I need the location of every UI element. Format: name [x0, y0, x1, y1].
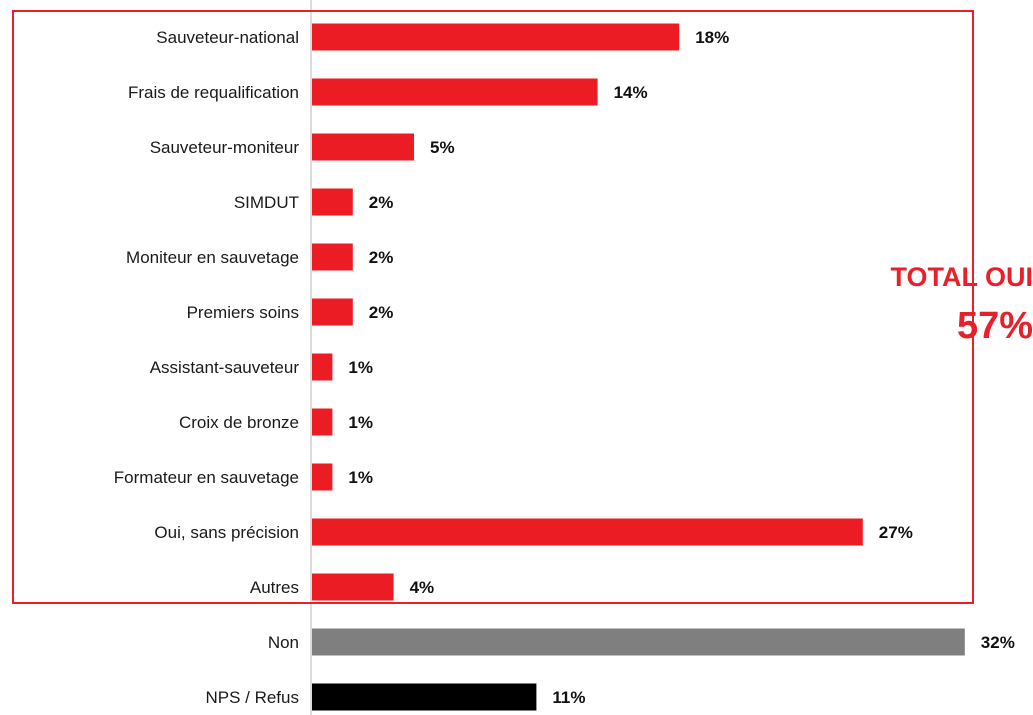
bar-formateur-en-sauvetage [312, 463, 333, 491]
category-label-oui-sans-precision: Oui, sans précision [154, 523, 299, 542]
value-label-sauveteur-moniteur: 5% [430, 138, 455, 157]
category-label-moniteur-en-sauvetage: Moniteur en sauvetage [126, 248, 299, 267]
category-label-sauveteur-national: Sauveteur-national [156, 28, 299, 47]
value-label-sauveteur-national: 18% [695, 28, 729, 47]
bar-nps-refus [312, 683, 537, 711]
bar-frais-de-requalification [312, 78, 598, 106]
bar-assistant-sauveteur [312, 353, 333, 381]
category-label-frais-de-requalification: Frais de requalification [128, 83, 299, 102]
total-oui-value: 57% [956, 305, 1033, 347]
bar-moniteur-en-sauvetage [312, 243, 353, 271]
bar-premiers-soins [312, 298, 353, 326]
category-label-premiers-soins: Premiers soins [187, 303, 299, 322]
value-label-frais-de-requalification: 14% [614, 83, 648, 102]
category-label-simdut: SIMDUT [234, 193, 299, 212]
category-label-nps-refus: NPS / Refus [205, 688, 299, 707]
bar-autres [312, 573, 394, 601]
value-label-autres: 4% [410, 578, 435, 597]
bar-non [312, 628, 965, 656]
bars-layer: Sauveteur-national 18% Frais de requalific… [114, 23, 1015, 711]
bar-sauveteur-moniteur [312, 133, 414, 161]
value-label-assistant-sauveteur: 1% [348, 358, 373, 377]
value-label-non: 32% [981, 633, 1015, 652]
bar-sauveteur-national [312, 23, 680, 51]
value-label-moniteur-en-sauvetage: 2% [369, 248, 394, 267]
category-label-autres: Autres [250, 578, 299, 597]
category-label-croix-de-bronze: Croix de bronze [179, 413, 299, 432]
category-label-non: Non [268, 633, 299, 652]
category-label-formateur-en-sauvetage: Formateur en sauvetage [114, 468, 299, 487]
value-label-nps-refus: 11% [552, 688, 585, 707]
bar-croix-de-bronze [312, 408, 333, 436]
value-label-formateur-en-sauvetage: 1% [348, 468, 373, 487]
bar-oui-sans-precision [312, 518, 863, 546]
value-label-simdut: 2% [369, 193, 394, 212]
total-oui-label: TOTAL OUI [890, 262, 1033, 292]
category-label-sauveteur-moniteur: Sauveteur-moniteur [150, 138, 300, 157]
category-label-assistant-sauveteur: Assistant-sauveteur [150, 358, 300, 377]
value-label-croix-de-bronze: 1% [348, 413, 373, 432]
bar-simdut [312, 188, 353, 216]
value-label-oui-sans-precision: 27% [879, 523, 913, 542]
value-label-premiers-soins: 2% [369, 303, 394, 322]
